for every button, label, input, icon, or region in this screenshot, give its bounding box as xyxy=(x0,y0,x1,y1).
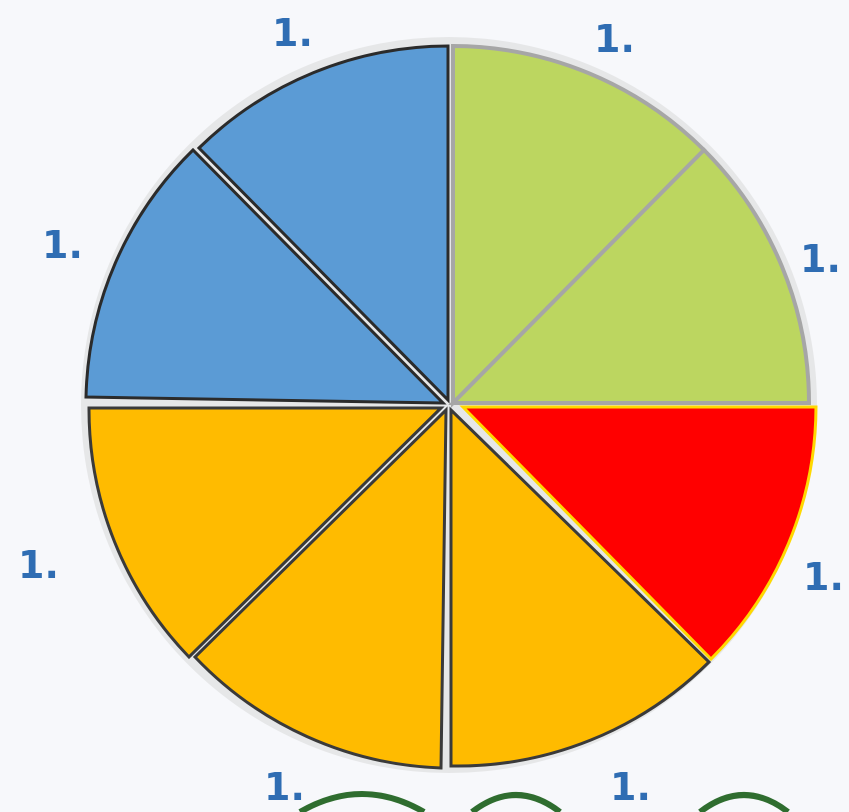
bottom-arc-2 xyxy=(470,792,562,812)
bottom-arc-3 xyxy=(698,792,790,812)
segment-green-top xyxy=(451,43,707,408)
label-right-lower: 1. xyxy=(803,555,844,599)
bottom-arc-1 xyxy=(298,791,426,812)
label-top-right: 1. xyxy=(594,17,635,61)
label-bottom-left: 1. xyxy=(264,765,305,809)
label-top-left: 1. xyxy=(272,11,313,55)
label-left-lower: 1. xyxy=(18,543,59,587)
segment-blue-left xyxy=(84,147,447,405)
segment-red xyxy=(459,405,818,662)
label-right-upper: 1. xyxy=(800,237,841,281)
segment-orange-3 xyxy=(87,406,445,660)
segment-orange-1 xyxy=(449,406,712,768)
segment-blue-top xyxy=(196,44,450,404)
label-bottom-right: 1. xyxy=(610,765,651,809)
segment-orange-2 xyxy=(192,406,448,770)
segment-green-right xyxy=(448,147,812,405)
label-left-upper: 1. xyxy=(42,223,83,267)
